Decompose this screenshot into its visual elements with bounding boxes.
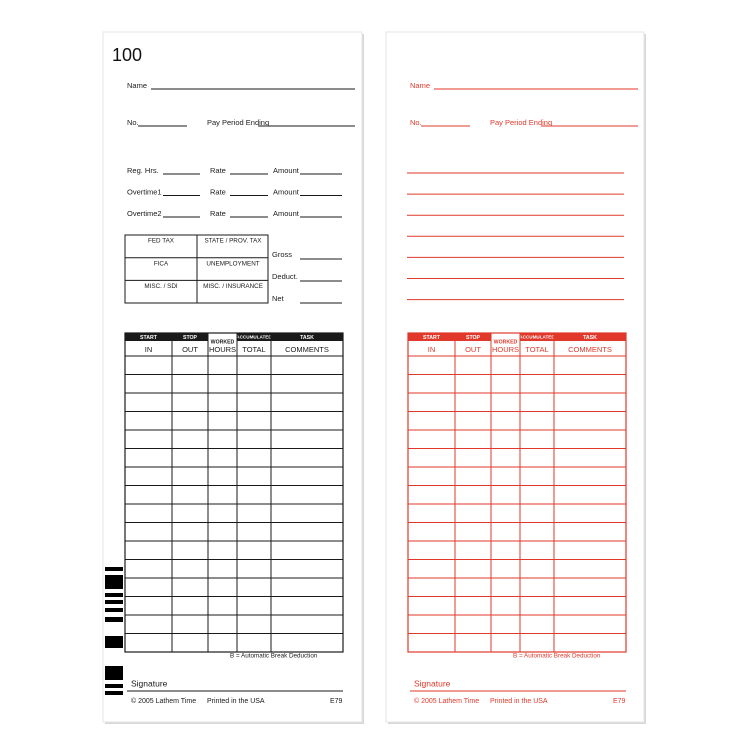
worked-cell bbox=[208, 333, 237, 342]
column-header: IN bbox=[145, 345, 153, 354]
column-header: COMMENTS bbox=[568, 345, 612, 354]
column-header: HOURS bbox=[209, 345, 236, 354]
name-label: Name bbox=[127, 81, 147, 90]
rate-label: Rate bbox=[210, 187, 226, 196]
column-header: HOURS bbox=[492, 345, 519, 354]
group-header: TASK bbox=[300, 335, 314, 341]
form-code: E79 bbox=[613, 698, 626, 705]
group-header: STOP bbox=[183, 335, 198, 341]
group-header: WORKED bbox=[494, 339, 518, 345]
signature-label: Signature bbox=[131, 678, 168, 688]
tax-label: FICA bbox=[154, 260, 169, 267]
form-code: E79 bbox=[330, 698, 343, 705]
column-header: IN bbox=[428, 345, 436, 354]
rate-label: Rate bbox=[210, 166, 226, 175]
edge-mark bbox=[105, 593, 123, 597]
tax-label: UNEMPLOYMENT bbox=[206, 260, 259, 267]
edge-mark bbox=[105, 575, 123, 589]
copyright: © 2005 Lathem Time bbox=[414, 697, 479, 705]
pay-period-label: Pay Period Ending bbox=[490, 118, 552, 127]
tax-label: FED TAX bbox=[148, 238, 175, 245]
card-number: 100 bbox=[112, 45, 142, 65]
no-label: No. bbox=[127, 118, 139, 127]
note: B = Automatic Break Deduction bbox=[513, 653, 601, 660]
edge-mark bbox=[105, 636, 123, 648]
rate-label: Rate bbox=[210, 209, 226, 218]
pay-row-label: Overtime1 bbox=[127, 187, 162, 196]
printed: Printed in the USA bbox=[490, 698, 548, 705]
edge-mark bbox=[105, 666, 123, 680]
pay-row-label: Overtime2 bbox=[127, 209, 162, 218]
worked-cell bbox=[491, 333, 520, 342]
no-label: No. bbox=[410, 118, 422, 127]
amount-label: Amount bbox=[273, 187, 300, 196]
total-label: Gross bbox=[272, 250, 292, 259]
amount-label: Amount bbox=[273, 166, 300, 175]
column-header: OUT bbox=[182, 345, 198, 354]
column-header: OUT bbox=[465, 345, 481, 354]
total-label: Net bbox=[272, 294, 285, 303]
edge-mark bbox=[105, 617, 123, 622]
pay-row-label: Reg. Hrs. bbox=[127, 166, 159, 175]
edge-marks bbox=[105, 567, 123, 695]
group-header: START bbox=[140, 335, 158, 341]
note: B = Automatic Break Deduction bbox=[230, 653, 318, 660]
group-header: START bbox=[423, 335, 441, 341]
left-card bbox=[102, 31, 363, 723]
copyright: © 2005 Lathem Time bbox=[131, 697, 196, 705]
column-header: TOTAL bbox=[525, 345, 548, 354]
group-header: WORKED bbox=[211, 339, 235, 345]
tax-label: STATE / PROV. TAX bbox=[204, 238, 262, 245]
group-header: ACCUMULATED bbox=[236, 335, 272, 340]
tax-label: MISC. / SDI bbox=[144, 283, 177, 290]
group-header: ACCUMULATED bbox=[519, 335, 555, 340]
signature-label: Signature bbox=[414, 678, 451, 688]
right-card bbox=[385, 31, 645, 723]
edge-mark bbox=[105, 567, 123, 571]
column-header: TOTAL bbox=[242, 345, 265, 354]
edge-mark bbox=[105, 684, 123, 688]
group-header: STOP bbox=[466, 335, 481, 341]
tax-label: MISC. / INSURANCE bbox=[203, 283, 263, 290]
total-label: Deduct. bbox=[272, 272, 298, 281]
column-header: COMMENTS bbox=[285, 345, 329, 354]
pay-period-label: Pay Period Ending bbox=[207, 118, 269, 127]
edge-mark bbox=[105, 691, 123, 695]
edge-mark bbox=[105, 608, 123, 612]
edge-mark bbox=[105, 600, 123, 604]
amount-label: Amount bbox=[273, 209, 300, 218]
group-header: TASK bbox=[583, 335, 597, 341]
printed: Printed in the USA bbox=[207, 698, 265, 705]
name-label: Name bbox=[410, 81, 430, 90]
